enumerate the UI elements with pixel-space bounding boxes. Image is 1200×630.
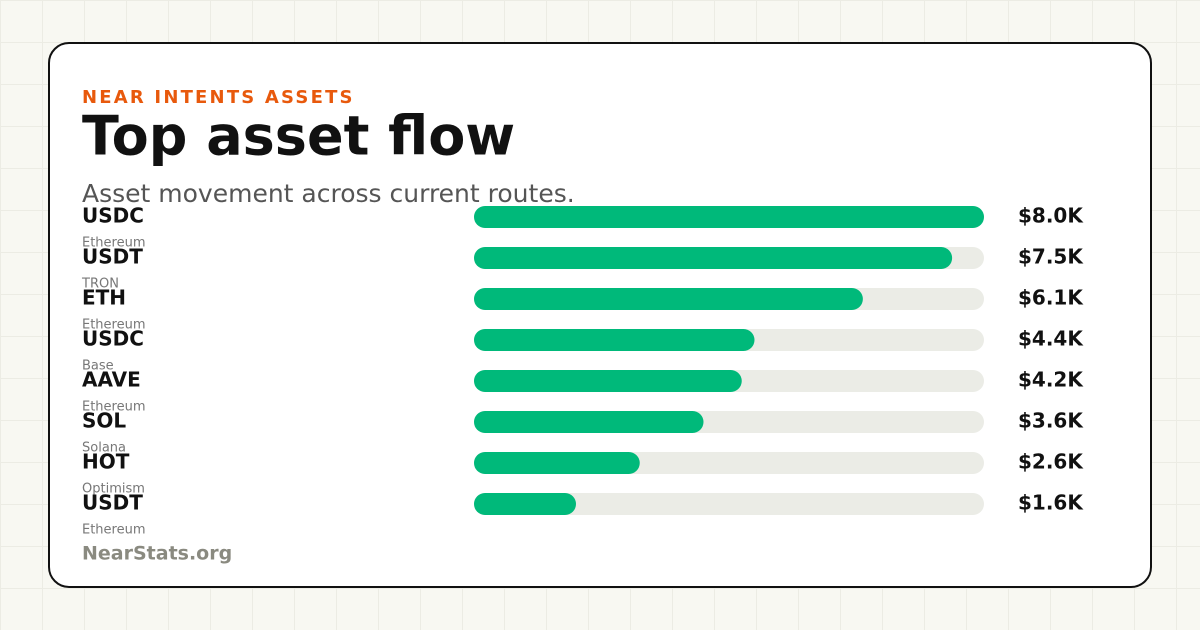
chain-label: Ethereum	[82, 400, 146, 415]
subtitle: Asset movement across current routes.	[82, 179, 575, 208]
bar	[474, 370, 742, 392]
bar	[474, 493, 576, 515]
source: NearStats.org	[82, 543, 232, 565]
value-label: $2.6K	[1018, 450, 1084, 474]
category-label: SOL	[82, 409, 126, 433]
eyebrow: NEAR INTENTS ASSETS	[82, 87, 355, 108]
category-label: ETH	[82, 286, 126, 310]
chain-label: TRON	[81, 277, 119, 292]
category-label: USDT	[82, 245, 143, 269]
chain-label: Ethereum	[82, 523, 146, 538]
chain-label: Solana	[82, 441, 126, 456]
category-label: USDC	[82, 204, 144, 228]
value-label: $6.1K	[1018, 286, 1084, 310]
category-label: HOT	[82, 450, 130, 474]
chain-label: Base	[82, 359, 114, 374]
chain-label: Optimism	[82, 482, 145, 497]
value-label: $3.6K	[1018, 409, 1084, 433]
card	[48, 42, 1152, 588]
category-label: USDC	[82, 327, 144, 351]
bar	[474, 411, 704, 433]
chain-label: Ethereum	[82, 236, 146, 251]
bar	[474, 329, 755, 351]
value-label: $8.0K	[1018, 204, 1084, 228]
bar-track	[474, 493, 984, 515]
bar	[474, 288, 863, 310]
category-label: USDT	[82, 491, 143, 515]
value-label: $1.6K	[1018, 491, 1084, 515]
category-label: AAVE	[82, 368, 141, 392]
value-label: $4.4K	[1018, 327, 1084, 351]
bar	[474, 206, 984, 228]
bar	[474, 452, 640, 474]
chain-label: Ethereum	[82, 318, 146, 333]
chart-title: Top asset flow	[82, 105, 515, 168]
value-label: $7.5K	[1018, 245, 1084, 269]
value-label: $4.2K	[1018, 368, 1084, 392]
bar	[474, 247, 953, 269]
